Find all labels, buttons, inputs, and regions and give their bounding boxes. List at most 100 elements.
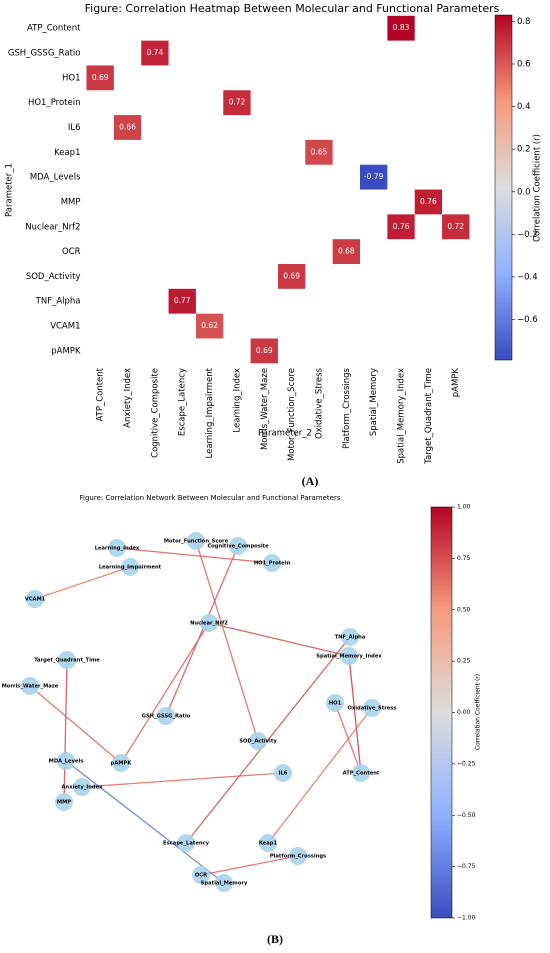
heatmap-cell — [305, 139, 333, 165]
y-tick-label: pAMPK — [51, 346, 81, 356]
colorbar-tick-label: 0.00 — [457, 709, 471, 716]
node-label: Anxiety_Index — [61, 785, 103, 791]
x-tick-label: ATP_Content — [96, 367, 106, 421]
cell-label: 0.69 — [283, 271, 300, 280]
y-axis-label: Parameter_1 — [5, 163, 15, 217]
edge — [165, 545, 239, 717]
colorbar-tick-label: −0.75 — [457, 863, 476, 870]
node-label: MDA_Levels — [49, 759, 84, 765]
edge — [334, 702, 362, 774]
y-tick-label: GSH_GSSG_Ratio — [8, 49, 81, 59]
node-label: Morris_Water_Maze — [2, 684, 59, 690]
cell-label: 0.76 — [420, 197, 437, 206]
node — [187, 532, 205, 550]
colorbar-tick-label: −0.25 — [457, 760, 476, 767]
node-label: HO1_Protein — [254, 561, 291, 567]
cell-label: 0.74 — [147, 48, 164, 57]
colorbar-tick-label: −0.50 — [457, 812, 476, 819]
heatmap-cell — [387, 15, 415, 41]
node-label: IL6 — [279, 771, 288, 777]
node — [352, 764, 370, 782]
colorbar-tick-label: 0.0 — [517, 187, 531, 197]
cell-label: 0.72 — [229, 98, 246, 107]
node — [57, 752, 75, 770]
x-tick-label: Learning_Impairment — [205, 367, 215, 458]
node — [274, 764, 292, 782]
node-label: Learning_Index — [95, 546, 140, 552]
node-label: Motor_Function_Score — [164, 539, 229, 545]
node — [200, 614, 218, 632]
node — [21, 677, 39, 695]
colorbar-tick-label: 0.75 — [457, 555, 471, 562]
x-tick-label: Anxiety_Index — [123, 368, 133, 428]
edge — [120, 622, 210, 764]
colorbar-label: Correlation Coefficient (r) — [533, 134, 543, 242]
edge — [65, 760, 225, 884]
cell-label: 0.69 — [256, 346, 273, 355]
colorbar-tick-label: 0.4 — [517, 102, 531, 112]
node-label: ATP_Content — [343, 771, 380, 777]
edge — [267, 707, 373, 844]
node — [363, 699, 381, 717]
y-tick-label: TNF_Alpha — [35, 297, 81, 307]
heatmap-cell — [442, 214, 470, 240]
y-tick-label: MMP — [61, 197, 81, 207]
node — [58, 651, 76, 669]
x-tick-label: Cognitive_Composite — [150, 368, 160, 458]
x-tick-label: Morris_Water_Maze — [260, 368, 270, 450]
colorbar-tick-label: −0.6 — [517, 315, 538, 325]
edge — [185, 636, 351, 844]
heatmap-title: Figure: Correlation Heatmap Between Mole… — [85, 2, 500, 15]
node — [326, 694, 344, 712]
colorbar-tick-label: −0.2 — [517, 230, 538, 240]
node — [177, 834, 195, 852]
colorbar-tick-label: −0.4 — [517, 272, 538, 282]
colorbar-tick-label: 0.25 — [457, 658, 471, 665]
node-label: HO1 — [329, 701, 342, 707]
colorbar-tick-label: 0.50 — [457, 606, 471, 613]
y-tick-label: HO1_Protein — [28, 98, 81, 108]
edge — [63, 659, 68, 803]
heatmap-cell — [360, 164, 388, 190]
node — [112, 754, 130, 772]
cell-label: 0.83 — [393, 23, 410, 32]
x-tick-label: Spatial_Memory_Index — [397, 368, 407, 464]
node — [249, 732, 267, 750]
panel-label: (B) — [267, 932, 283, 946]
cell-label: 0.76 — [393, 222, 410, 231]
x-axis-label: Parameter_2 — [258, 429, 312, 439]
node — [341, 628, 359, 646]
cell-label: 0.66 — [119, 122, 136, 131]
heatmap-cell — [332, 239, 360, 264]
node-label: Learning_Impairment — [99, 565, 162, 571]
heatmap-cell — [250, 338, 278, 364]
node-label: Keap1 — [259, 841, 278, 847]
panel-label: (A) — [302, 474, 319, 488]
cell-label: -0.79 — [364, 172, 384, 181]
node-label: Nuclear_Nrf2 — [190, 621, 228, 627]
colorbar-tick-label: −1.00 — [457, 915, 476, 922]
heatmap-cell — [113, 115, 142, 140]
colorbar — [494, 14, 513, 361]
node-label: GSH_GSSG_Ratio — [142, 714, 191, 720]
cell-label: 0.72 — [447, 222, 464, 231]
x-tick-label: Spatial_Memory — [369, 368, 379, 436]
edge — [29, 685, 122, 764]
node-label: MMP — [57, 800, 71, 806]
network-title: Figure: Correlation Network Between Mole… — [80, 494, 341, 502]
x-tick-label: Motor_Function_Score — [287, 368, 297, 461]
cell-label: 0.77 — [174, 296, 191, 305]
y-tick-label: VCAM1 — [50, 322, 80, 332]
x-tick-label: pAMPK — [451, 368, 461, 398]
node — [192, 866, 210, 884]
colorbar-tick-label: 0.6 — [517, 59, 531, 69]
node — [263, 554, 281, 572]
node-label: Target_Quadrant_Time — [34, 658, 100, 664]
node-label: Cognitive_Composite — [207, 544, 269, 550]
heatmap-cell — [86, 65, 114, 91]
y-tick-label: OCR — [62, 247, 81, 257]
heatmap-cell — [223, 90, 251, 116]
node-label: Oxidative_Stress — [348, 706, 397, 712]
node-label: Spatial_Memory — [201, 881, 248, 887]
